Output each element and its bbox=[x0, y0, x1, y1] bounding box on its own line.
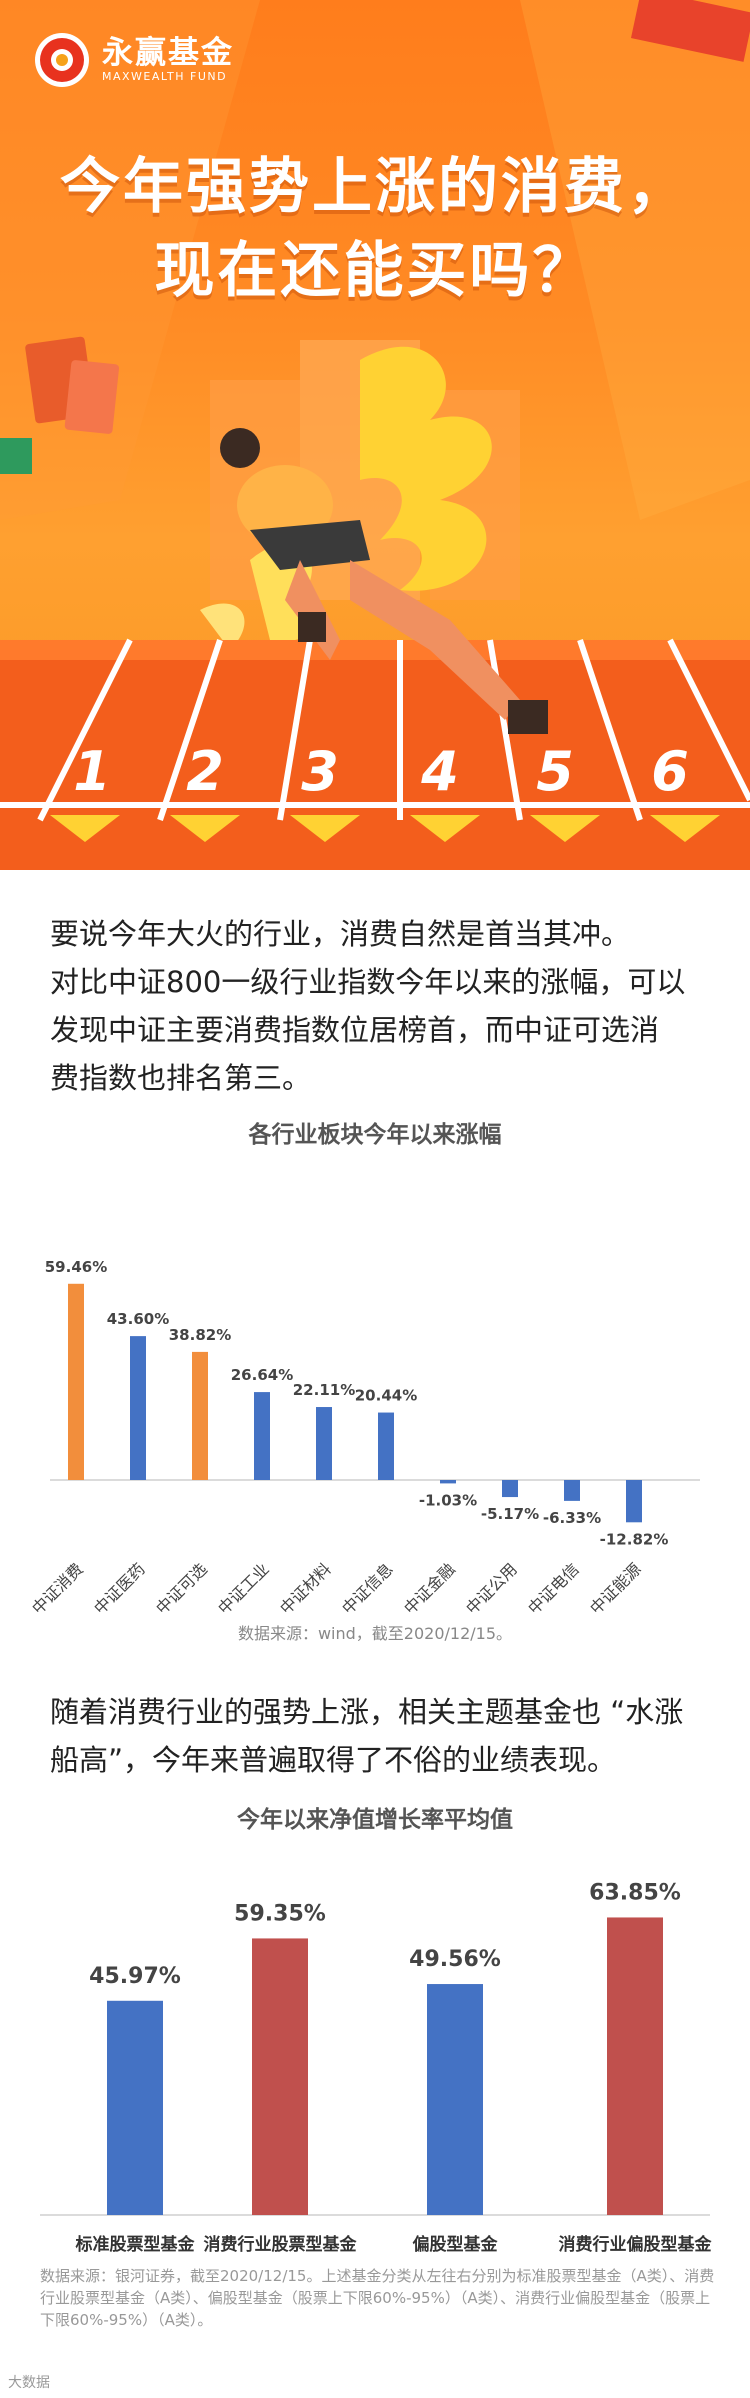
chart1-value-label: 20.44% bbox=[355, 1387, 417, 1405]
chart1-category-label: 中证能源 bbox=[586, 1559, 645, 1618]
lane-number-5: 5 bbox=[536, 740, 574, 803]
chart1-category-label: 中证材料 bbox=[276, 1559, 335, 1618]
brand-logo: 永赢基金 MAXWEALTH FUND bbox=[34, 32, 234, 88]
chart1-source: 数据来源：wind，截至2020/12/15。 bbox=[237, 1624, 513, 1643]
chart1-title: 各行业板块今年以来涨幅 bbox=[248, 1122, 502, 1148]
chart2-category-label: 消费行业偏股型基金 bbox=[559, 2234, 713, 2255]
chart1-value-label: -12.82% bbox=[600, 1530, 669, 1548]
chart2-category-label: 标准股票型基金 bbox=[76, 2234, 196, 2255]
chart1-category-label: 中证电信 bbox=[524, 1559, 583, 1618]
chart1-category-label: 中证信息 bbox=[338, 1559, 397, 1618]
chart2-value-label: 63.85% bbox=[589, 1880, 681, 1905]
chart1-value-label: 59.46% bbox=[45, 1258, 107, 1276]
hero-title-line1: 今年强势上涨的消费， bbox=[60, 152, 690, 222]
chart1-bar bbox=[192, 1351, 208, 1480]
chart2-category-label: 消费行业股票型基金 bbox=[204, 2234, 358, 2255]
chart1-bar bbox=[440, 1480, 456, 1484]
fund-line-1: 随着消费行业的强势上涨，相关主题基金也 “水涨 bbox=[50, 1695, 684, 1729]
lane-number-6: 6 bbox=[651, 740, 689, 803]
chart2-bar bbox=[427, 1984, 483, 2215]
chart1-category-label: 中证医药 bbox=[90, 1559, 149, 1618]
lane-numbers: 1 2 3 4 5 6 bbox=[73, 740, 689, 803]
chart2-value-label: 59.35% bbox=[234, 1901, 326, 1926]
chart2-bar bbox=[252, 1938, 308, 2215]
chart1-value-label: 22.11% bbox=[293, 1381, 355, 1399]
chart1-category-label: 中证公用 bbox=[462, 1559, 521, 1618]
chart2-bar bbox=[107, 2000, 163, 2215]
brand-name-en: MAXWEALTH FUND bbox=[102, 70, 228, 83]
chart2-value-label: 45.97% bbox=[89, 1964, 181, 1989]
intro-paragraph: 要说今年大火的行业，消费自然是首当其冲。 对比中证800一级行业指数今年以来的涨… bbox=[50, 910, 710, 1102]
fund-line-2: 船高”，今年来普遍取得了不俗的业绩表现。 bbox=[50, 1743, 617, 1777]
chart2-title: 今年以来净值增长率平均值 bbox=[237, 1807, 513, 1833]
chart2-category-label: 偏股型基金 bbox=[413, 2234, 499, 2255]
chart2-bar bbox=[607, 1917, 663, 2215]
watermark: 大数据 bbox=[8, 2375, 50, 2391]
chart2-value-label: 49.56% bbox=[409, 1947, 501, 1972]
chart1-value-label: 43.60% bbox=[107, 1310, 169, 1328]
chart1-value-label: -5.17% bbox=[481, 1505, 539, 1523]
chart1-category-label: 中证消费 bbox=[28, 1559, 87, 1618]
hero-banner: 永赢基金 MAXWEALTH FUND 今年强势上涨的消费， 现在还能买吗？ 1… bbox=[0, 0, 750, 870]
chart2-note: 数据来源：银河证券，截至2020/12/15。上述基金分类从左往右分别为标准股票… bbox=[40, 2267, 715, 2329]
intro-line-4: 费指数也排名第三。 bbox=[50, 1061, 312, 1095]
lane-number-3: 3 bbox=[301, 740, 339, 803]
chart1-category-label: 中证可选 bbox=[152, 1559, 211, 1618]
hero-title-line2: 现在还能买吗？ bbox=[154, 236, 596, 306]
hero-illustration bbox=[0, 0, 750, 870]
chart1-value-label: 26.64% bbox=[231, 1366, 293, 1384]
chart1-value-label: 38.82% bbox=[169, 1326, 231, 1344]
chart1-bar bbox=[502, 1480, 518, 1498]
chart1-value-label: -6.33% bbox=[543, 1509, 601, 1527]
lane-number-4: 4 bbox=[420, 740, 459, 803]
lane-number-2: 2 bbox=[186, 740, 224, 803]
chart1-category-label: 中证工业 bbox=[214, 1559, 273, 1618]
lane-number-1: 1 bbox=[73, 740, 111, 803]
brand-logo-icon bbox=[35, 33, 89, 87]
brand-name-cn: 永赢基金 bbox=[102, 35, 234, 71]
chart1-bar bbox=[378, 1412, 394, 1480]
chart1-bar bbox=[316, 1407, 332, 1480]
chart1-bar bbox=[68, 1283, 84, 1480]
chart1-bar bbox=[564, 1480, 580, 1501]
chart1-value-label: -1.03% bbox=[419, 1491, 477, 1509]
intro-line-3: 发现中证主要消费指数位居榜首，而中证可选消 bbox=[50, 1013, 660, 1047]
fund-paragraph: 随着消费行业的强势上涨，相关主题基金也 “水涨 船高”，今年来普遍取得了不俗的业… bbox=[50, 1688, 710, 1784]
chart1-category-label: 中证金融 bbox=[400, 1559, 459, 1618]
chart1-bar bbox=[626, 1480, 642, 1523]
chart2-plot: 45.97% 标准股票型基金 59.35% 消费行业股票型基金 49.56% 偏股型基金 6… bbox=[40, 1880, 713, 2255]
sector-returns-chart: 各行业板块今年以来涨幅 59.46% 中证消费 43.60% 中证医药 38.82% 中证… bbox=[0, 1115, 750, 1650]
chart1-plot: 59.46% 中证消费 43.60% 中证医药 38.82% 中证可选 26.64% 中证工业… bbox=[28, 1258, 700, 1618]
intro-line-1: 要说今年大火的行业，消费自然是首当其冲。 bbox=[50, 917, 631, 951]
intro-line-2: 对比中证800一级行业指数今年以来的涨幅，可以 bbox=[50, 965, 686, 999]
chart1-bar bbox=[130, 1336, 146, 1480]
fund-growth-chart: 今年以来净值增长率平均值 45.97% 标准股票型基金 59.35% 消费行业股票型基… bbox=[0, 1800, 750, 2340]
chart1-bar bbox=[254, 1392, 270, 1480]
